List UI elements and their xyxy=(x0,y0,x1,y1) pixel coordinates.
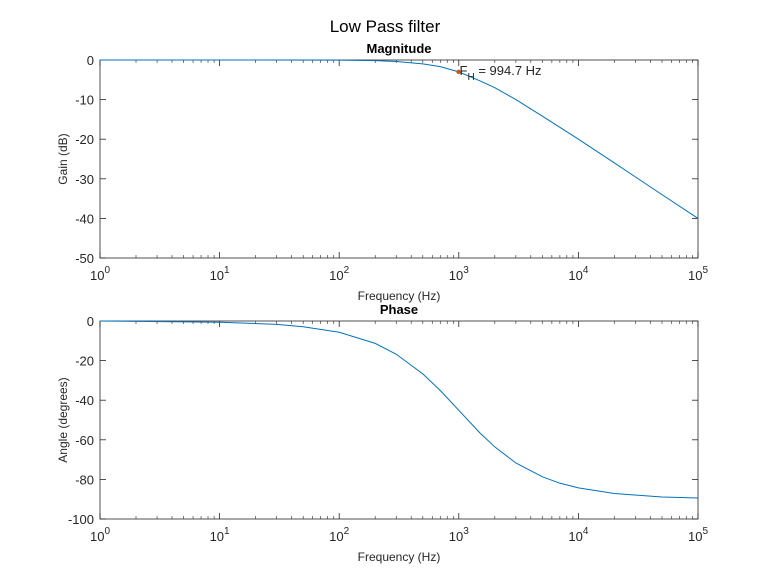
x-tick-label: 104 xyxy=(568,526,588,544)
x-axis-label: Frequency (Hz) xyxy=(358,550,441,564)
x-tick-label: 100 xyxy=(90,265,110,283)
y-tick-label: -60 xyxy=(75,433,94,448)
x-tick-label: 105 xyxy=(688,265,708,283)
y-axis-label: Gain (dB) xyxy=(56,133,70,184)
x-tick-label: 103 xyxy=(449,526,469,544)
y-tick-label: -40 xyxy=(75,393,94,408)
plot-title: Phase xyxy=(380,302,418,317)
figure-title: Low Pass filter xyxy=(330,17,441,36)
x-tick-label: 105 xyxy=(688,526,708,544)
magnitude-plot: 100 101 102 103 104 105 0 -10 -20 -30 -40 -50 Magnit… xyxy=(56,41,708,303)
cutoff-label: FH = 994.7 Hz xyxy=(460,63,542,83)
axes-box xyxy=(99,59,699,259)
y-tick-label: -80 xyxy=(75,472,94,487)
x-tick-label: 102 xyxy=(329,265,349,283)
axes-box xyxy=(99,320,699,520)
y-tick-label: -100 xyxy=(68,512,94,527)
plot-title: Magnitude xyxy=(367,41,432,56)
y-axis-label: Angle (degrees) xyxy=(56,377,70,462)
y-tick-label: 0 xyxy=(87,53,94,68)
series-line xyxy=(100,59,699,219)
y-tick-label: 0 xyxy=(87,314,94,329)
x-tick-label: 100 xyxy=(90,526,110,544)
y-tick-label: -10 xyxy=(75,93,94,108)
x-tick-label: 104 xyxy=(568,265,588,283)
x-tick-label: 101 xyxy=(210,526,230,544)
series-line xyxy=(99,320,699,499)
y-tick-label: -30 xyxy=(75,172,94,187)
x-tick-label: 103 xyxy=(449,265,469,283)
x-tick-label: 102 xyxy=(329,526,349,544)
x-tick-label: 101 xyxy=(210,265,230,283)
y-tick-label: -20 xyxy=(75,132,94,147)
cutoff-marker xyxy=(456,69,461,75)
y-tick-label: -50 xyxy=(75,251,94,266)
phase-plot: 100 101 102 103 104 105 0 -20 -40 -60 -80 -100 Phase… xyxy=(56,302,708,564)
y-tick-label: -20 xyxy=(75,354,94,369)
x-axis-label: Frequency (Hz) xyxy=(358,289,441,303)
y-tick-label: -40 xyxy=(75,211,94,226)
